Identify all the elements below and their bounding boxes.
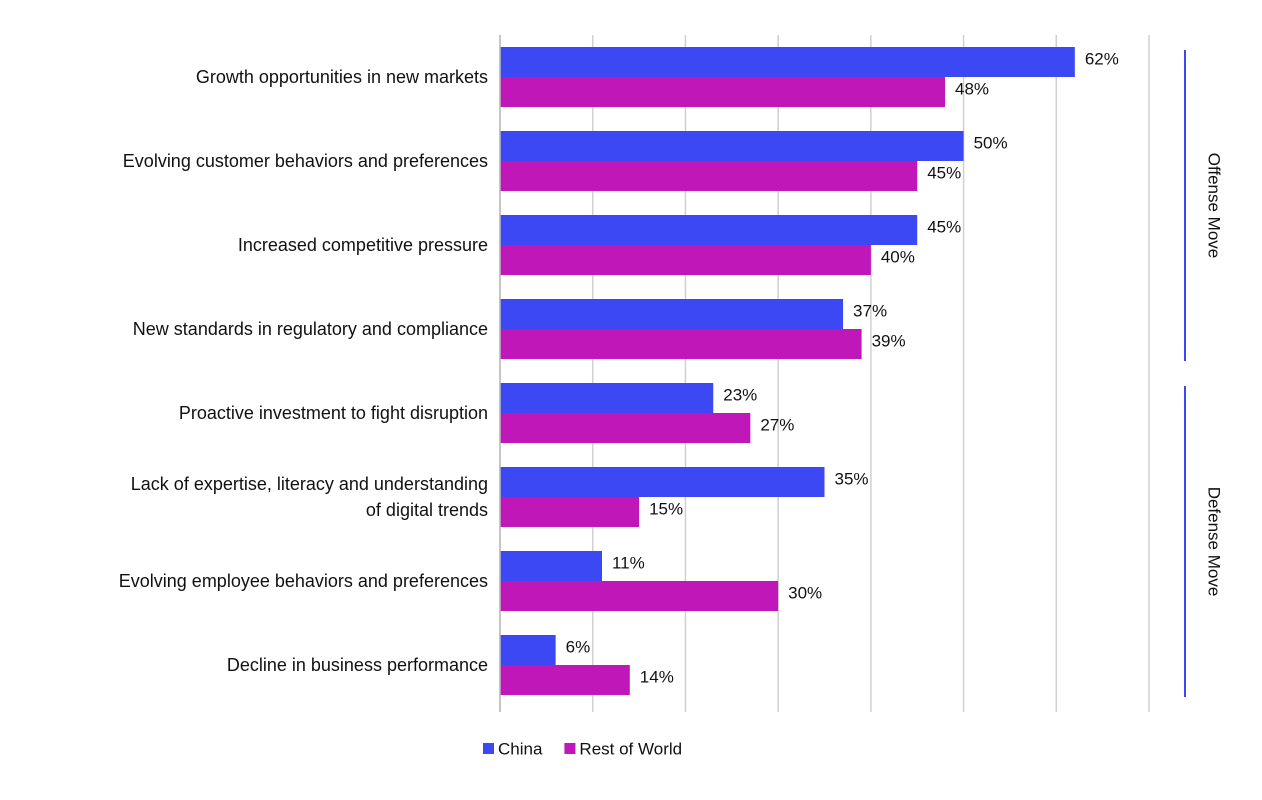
group-label: Offense Move xyxy=(1205,153,1224,259)
bar xyxy=(500,467,825,497)
bar xyxy=(500,245,871,275)
category-label: Evolving customer behaviors and preferen… xyxy=(122,151,488,171)
bar xyxy=(500,665,630,695)
bar xyxy=(500,551,602,581)
value-label: 6% xyxy=(566,637,591,656)
bar xyxy=(500,383,714,413)
value-label: 11% xyxy=(612,553,645,572)
category-label: Increased competitive pressure xyxy=(237,235,488,255)
value-label: 45% xyxy=(927,217,961,236)
legend-label: China xyxy=(498,739,543,758)
legend-label: Rest of World xyxy=(579,739,682,758)
value-label: 48% xyxy=(955,79,989,98)
value-label: 30% xyxy=(788,583,822,602)
legend-swatch xyxy=(564,743,576,754)
bar xyxy=(500,581,779,611)
bar xyxy=(500,131,964,161)
category-label: Lack of expertise, literacy and understa… xyxy=(130,474,488,520)
category-label: Evolving employee behaviors and preferen… xyxy=(118,571,488,591)
category-label: Proactive investment to fight disruption xyxy=(178,403,488,423)
category-label: Decline in business performance xyxy=(226,655,488,675)
value-label: 35% xyxy=(835,469,869,488)
bar xyxy=(500,329,862,359)
bar xyxy=(500,215,918,245)
value-label: 15% xyxy=(649,499,683,518)
value-label: 39% xyxy=(872,331,906,350)
bar xyxy=(500,413,751,443)
category-label: Growth opportunities in new markets xyxy=(195,67,488,87)
value-label: 40% xyxy=(881,247,915,266)
bar xyxy=(500,47,1075,77)
value-label: 27% xyxy=(760,415,794,434)
bar xyxy=(500,77,946,107)
value-label: 45% xyxy=(927,163,961,182)
bar xyxy=(500,299,844,329)
value-label: 62% xyxy=(1085,49,1119,68)
value-label: 50% xyxy=(974,133,1008,152)
value-label: 23% xyxy=(723,385,757,404)
bar xyxy=(500,635,556,665)
bar xyxy=(500,497,640,527)
bar xyxy=(500,161,918,191)
group-label: Defense Move xyxy=(1205,487,1224,597)
category-label: New standards in regulatory and complian… xyxy=(132,319,488,339)
value-label: 14% xyxy=(640,667,674,686)
value-label: 37% xyxy=(853,301,887,320)
legend-swatch xyxy=(483,743,494,754)
